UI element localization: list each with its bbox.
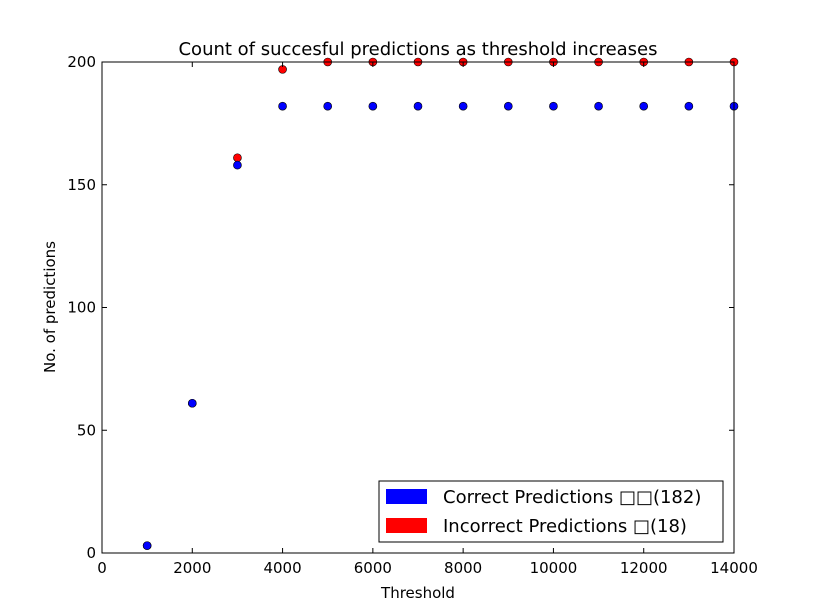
- data-point: [187, 398, 197, 408]
- plot-frame: [101, 61, 735, 554]
- data-point: [503, 101, 513, 111]
- y-tick-label: 100: [67, 299, 96, 317]
- y-tick-label: 50: [77, 421, 96, 439]
- legend-box: [378, 480, 724, 543]
- x-tick-label: 6000: [354, 559, 392, 577]
- legend-swatch: [386, 489, 427, 504]
- y-axis-title: No. of predictions: [41, 241, 59, 373]
- chart-marks: [142, 57, 739, 550]
- series-0: [142, 57, 739, 550]
- series-1: [142, 101, 739, 550]
- data-point: [458, 101, 468, 111]
- data-point: [368, 101, 378, 111]
- x-axis-title: Threshold: [380, 584, 455, 602]
- data-point: [323, 101, 333, 111]
- y-tick-label: 0: [86, 544, 96, 562]
- legend-label: Incorrect Predictions □(18): [443, 516, 687, 537]
- data-point: [549, 101, 558, 111]
- legend: Correct Predictions □□(182) Incorrect Pre…: [378, 480, 724, 543]
- y-tick-label: 150: [67, 176, 96, 194]
- x-tick-label: 10000: [530, 559, 578, 577]
- x-tick-label: 12000: [620, 559, 668, 577]
- data-point: [639, 101, 649, 111]
- legend-swatch: [386, 518, 427, 533]
- x-tick-label: 14000: [710, 559, 758, 577]
- data-point: [413, 101, 423, 111]
- data-point: [594, 101, 603, 111]
- y-tick-label: 200: [67, 53, 96, 71]
- data-point: [278, 101, 287, 111]
- x-tick-label: 8000: [444, 559, 482, 577]
- axis-ticks: 0 2000 4000 6000 8000 10000 12000 14000 0 50 100 15…: [67, 53, 758, 577]
- data-point: [142, 541, 152, 550]
- x-tick-label: 4000: [263, 559, 301, 577]
- chart-title: Count of succesful predictions as thresh…: [178, 39, 657, 60]
- data-point: [233, 153, 242, 163]
- data-point: [684, 101, 694, 111]
- data-point: [233, 160, 242, 170]
- legend-label: Correct Predictions □□(182): [443, 487, 701, 508]
- x-tick-label: 2000: [173, 559, 211, 577]
- x-tick-label: 0: [97, 559, 107, 577]
